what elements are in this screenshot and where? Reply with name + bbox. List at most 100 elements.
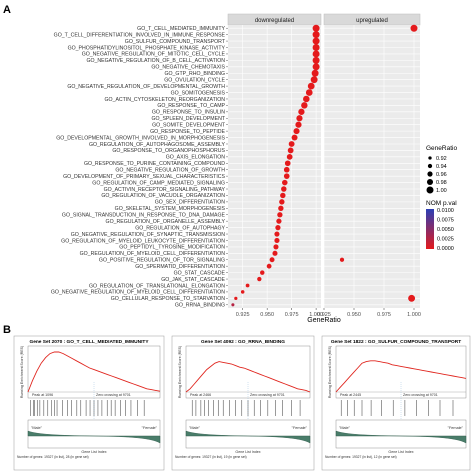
gsea-plot-1-x-label: Gene List Index	[81, 450, 106, 454]
term-label: GO_REGULATION_OF_TRANSLATIONAL_ELONGATIO…	[89, 283, 225, 289]
point-downregulated	[240, 290, 245, 294]
term-label: GO_REGULATION_OF_MYELOID_LEUKOCYTE_DIFFE…	[61, 238, 225, 244]
term-label: GO_T_CELL_MEDIATED_IMMUNITY	[137, 26, 225, 32]
size-legend-dot	[427, 171, 433, 177]
point-downregulated	[257, 276, 262, 282]
panel-label-a: A	[3, 4, 11, 16]
term-label: GO_REGULATION_OF_AUTOPHAGY	[135, 225, 225, 231]
color-legend-label: 0.0025	[437, 237, 454, 243]
term-label: GO_SIGNAL_TRANSDUCTION_IN_RESPONSE_TO_DN…	[62, 213, 226, 219]
gsea-plot-2-right-class: "Female"	[292, 426, 308, 430]
point-downregulated	[234, 296, 238, 300]
term-label: GO_RESPONSE_TO_PURINE_CONTAINING_COMPOUN…	[84, 161, 225, 167]
point-upregulated	[339, 257, 345, 262]
gsea-plot-1-peak-label: Peak at 1096	[32, 393, 53, 397]
gsea-plot-2-x-label: Gene List Index	[235, 450, 260, 454]
gsea-plot-1-y-label: Running Enrichment Score (RES)	[20, 346, 24, 398]
gsea-plot-3-footer: Number of genes: 19327 (in list), 12 (in…	[325, 455, 397, 459]
term-label: GO_SPLEEN_DEVELOPMENT	[151, 116, 225, 122]
point-downregulated	[283, 166, 290, 173]
gsea-plot-3-peak-label: Peak at 2445	[340, 393, 361, 397]
gsea-plot-1-right-class: "Female"	[142, 426, 158, 430]
point-downregulated	[282, 179, 288, 186]
gsea-plot-2-zero-cross-label: Zero crossing at 9701	[250, 393, 285, 397]
point-downregulated	[312, 31, 320, 39]
point-downregulated	[269, 257, 275, 263]
point-downregulated	[281, 186, 287, 192]
term-label: GO_PEPTIDYL_TYROSINE_MODIFICATION	[119, 245, 225, 251]
term-label: GO_POSITIVE_REGULATION_OF_TOR_SIGNALING	[99, 258, 225, 264]
gsea-plot-2-peak-label: Peak at 2466	[190, 393, 211, 397]
gsea-plot-2-footer: Number of genes: 19327 (in list), 19 (in…	[175, 455, 247, 459]
gsea-plot-1-left-class: "Male"	[31, 426, 43, 430]
term-label: GO_REGULATION_OF_CAMP_MEDIATED_SIGNALING	[92, 180, 225, 186]
facet-upregulated-tick-label: 0.950	[347, 312, 361, 318]
size-legend-label: 0.94	[436, 164, 447, 170]
color-legend-label: 0.0000	[437, 246, 454, 252]
color-legend-label: 0.0100	[437, 208, 454, 214]
point-downregulated	[312, 37, 320, 45]
term-label: GO_NEGATIVE_REGULATION_OF_DEVELOPMENTAL_…	[67, 84, 225, 90]
point-downregulated	[231, 303, 235, 307]
point-downregulated	[301, 102, 308, 109]
gsea-plot-3-es-frame	[335, 345, 467, 399]
facet-downregulated-tick-label: 0.950	[260, 312, 274, 318]
term-label: GO_OVULATION_CYCLE	[164, 77, 225, 83]
point-downregulated	[298, 108, 305, 115]
term-label: GO_SPERMATID_DIFFERENTIATION	[135, 264, 225, 270]
panel-label-b: B	[3, 324, 11, 336]
term-label: GO_RESPONSE_TO_CAMP	[157, 103, 225, 109]
point-downregulated	[296, 115, 303, 122]
gsea-plot-3-title: Gene Set 1822 : GO_SULFUR_COMPOUND_TRANS…	[331, 339, 461, 345]
term-label: GO_SKELETAL_SYSTEM_MORPHOGENESIS	[115, 206, 226, 212]
size-legend-dot	[426, 178, 434, 186]
size-legend-label: 0.92	[436, 156, 447, 162]
gsea-plot-3-rank-area	[335, 430, 467, 444]
facet-downregulated-tick-label: 0.975	[285, 312, 299, 318]
point-downregulated	[312, 63, 320, 71]
color-legend-title: NOM p.val	[426, 200, 457, 207]
color-legend-bar	[426, 209, 434, 249]
term-label: GO_NEGATIVE_REGULATION_OF_MITOTIC_CELL_C…	[82, 52, 226, 58]
gsea-plot-2-es-frame	[185, 345, 311, 399]
gsea-plot-3-rank-frame	[335, 419, 467, 449]
size-legend-title: GeneRatio	[426, 145, 457, 152]
point-downregulated	[274, 231, 280, 237]
size-legend-label: 0.98	[436, 180, 447, 186]
point-downregulated	[312, 24, 320, 32]
panel-b: B Gene Set 2070 : GO_T_CELL_MEDIATED_IMMU…	[3, 324, 471, 471]
x-axis-title: GeneRatio	[307, 317, 341, 324]
term-label: GO_RESPONSE_TO_INSULIN	[152, 110, 225, 116]
point-downregulated	[280, 192, 286, 199]
color-legend-label: 0.0075	[437, 218, 454, 224]
point-downregulated	[283, 173, 290, 179]
facet-downregulated-title: downregulated	[255, 18, 294, 24]
gsea-plot-1-zero-cross-label: Zero crossing at 9701	[96, 393, 131, 397]
term-label: GO_T_CELL_DIFFERENTIATION_INVOLVED_IN_IM…	[54, 32, 226, 38]
gsea-plot-2-y-label: Running Enrichment Score (RES)	[178, 346, 182, 398]
point-downregulated	[295, 121, 302, 128]
point-downregulated	[303, 95, 310, 103]
term-label: GO_NEGATIVE_REGULATION_OF_MYELOID_CELL_D…	[51, 290, 225, 296]
point-downregulated	[291, 134, 298, 141]
size-legend-label: 1.00	[436, 188, 447, 194]
point-downregulated	[277, 212, 283, 218]
gsea-plot-2-left-class: "Male"	[189, 426, 201, 430]
term-label: GO_DEVELOPMENTAL_GROWTH_INVOLVED_IN_MORP…	[56, 135, 225, 141]
term-label: GO_DEVELOPMENT_OF_PRIMARY_SEXUAL_CHARACT…	[63, 174, 225, 180]
term-label: GO_ACTIVIN_RECEPTOR_SIGNALING_PATHWAY	[104, 187, 226, 193]
term-label: GO_SULFUR_COMPOUND_TRANSPORT	[125, 39, 226, 45]
gsea-plot-2-rank-area	[185, 430, 311, 444]
point-downregulated	[272, 250, 278, 256]
point-upregulated	[408, 294, 416, 302]
size-legend-label: 0.96	[436, 172, 447, 178]
size-legend-dot	[428, 156, 432, 160]
term-label: GO_ACTIN_CYTOSKELETON_REORGANIZATION	[105, 97, 226, 103]
gsea-plot-3-es-line	[335, 360, 467, 393]
facet-upregulated-tick-label: 1.000	[407, 312, 421, 318]
point-downregulated	[305, 89, 313, 96]
gsea-plot-2-title: Gene Set 4092 : GO_RRNA_BINDING	[201, 339, 285, 345]
gsea-plot-1-title: Gene Set 2070 : GO_T_CELL_MEDIATED_IMMUN…	[29, 339, 149, 345]
facet-upregulated-title: upregulated	[356, 18, 388, 24]
